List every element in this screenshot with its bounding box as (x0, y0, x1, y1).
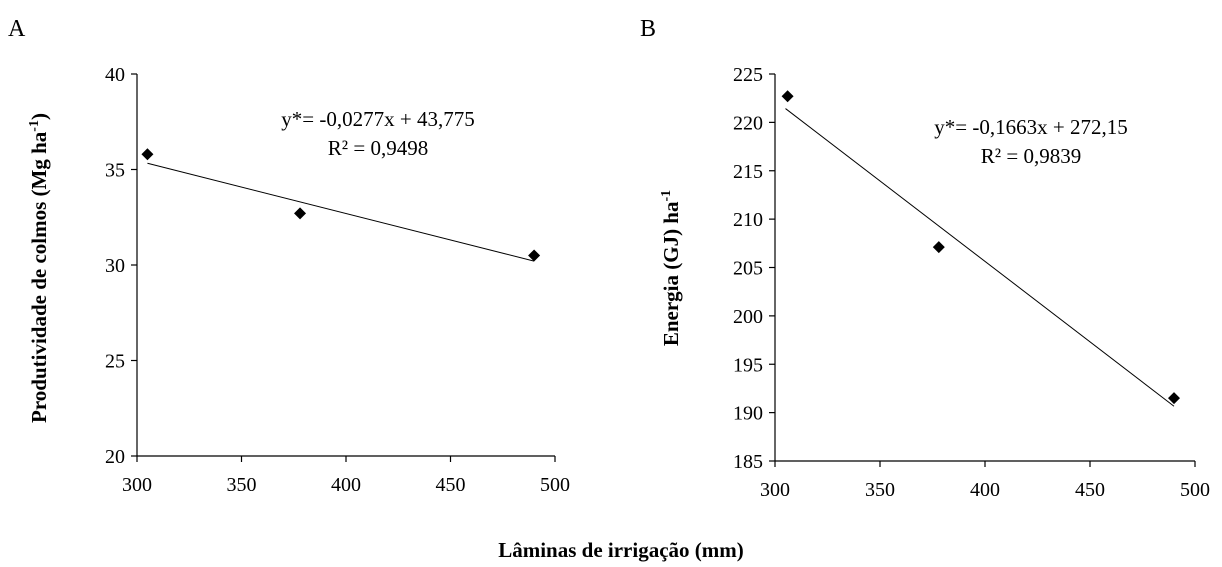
panel-a-data-point (528, 249, 541, 262)
x-axis-label: Lâminas de irrigação (mm) (498, 538, 744, 562)
panel-b-letter: B (640, 16, 656, 42)
panel-a-y-tick-label: 25 (105, 351, 125, 373)
panel-a-x-tick-label: 350 (227, 474, 257, 496)
panel-b-y-tick-label: 220 (733, 112, 763, 134)
panel-a-trendline (147, 162, 535, 262)
panel-b-x-tick-label: 450 (1075, 479, 1105, 501)
panel-b-y-tick-label: 210 (733, 209, 763, 231)
panel-b-y-tick-label: 200 (733, 306, 763, 328)
panel-b: B 185 190 195 200 205 210 215 220 225 300 350 400 4… (640, 16, 1210, 501)
panel-b-data-point (1168, 392, 1180, 405)
panel-a-y-tick-label: 40 (105, 64, 125, 86)
panel-a-x-ticks: 300 350 400 450 500 (122, 456, 570, 496)
panel-b-y-tick-label: 190 (733, 403, 763, 425)
panel-a-r-squared: R² = 0,9498 (328, 136, 428, 160)
panel-b-r-squared: R² = 0,9839 (981, 144, 1081, 168)
panel-b-x-ticks: 300 350 400 450 500 (760, 461, 1210, 501)
panel-b-y-tick-label: 185 (733, 451, 763, 473)
panel-a-x-tick-label: 300 (122, 474, 152, 496)
panel-b-x-tick-label: 500 (1180, 479, 1210, 501)
panel-b-trendline (785, 108, 1175, 407)
panel-a-y-tick-label: 35 (105, 160, 125, 182)
panel-a-equation: y*= -0,0277x + 43,775 (281, 107, 474, 131)
panel-b-y-axis-label: Energia (GJ) ha-1 (659, 190, 683, 346)
panel-a: A 20 25 30 35 40 300 350 400 450 500 y*= -0,0277… (8, 16, 570, 496)
panel-b-y-tick-label: 205 (733, 258, 763, 280)
panel-a-y-axis-label: Produtividade de colmos (Mg ha-1) (27, 113, 51, 423)
panel-a-axes (136, 74, 555, 457)
panel-b-y-tick-label: 215 (733, 161, 763, 183)
panel-a-x-tick-label: 500 (540, 474, 570, 496)
panel-a-y-ticks: 20 25 30 35 40 (105, 64, 137, 468)
panel-a-y-tick-label: 20 (105, 446, 125, 468)
panel-b-x-tick-label: 300 (760, 479, 790, 501)
panel-b-x-tick-label: 350 (865, 479, 895, 501)
panel-a-points (141, 148, 541, 262)
panel-b-x-tick-label: 400 (970, 479, 1000, 501)
panel-b-y-ticks: 185 190 195 200 205 210 215 220 225 (733, 64, 775, 473)
panel-b-data-point (781, 90, 794, 103)
panel-b-y-tick-label: 225 (733, 64, 763, 86)
panel-a-letter: A (8, 16, 26, 42)
panel-a-data-point (141, 148, 154, 161)
panel-a-x-tick-label: 450 (436, 474, 466, 496)
panel-a-data-point (294, 207, 307, 220)
panel-a-x-tick-label: 400 (331, 474, 361, 496)
panel-b-data-point (932, 241, 945, 254)
panel-b-equation: y*= -0,1663x + 272,15 (934, 115, 1127, 139)
panel-b-y-tick-label: 195 (733, 354, 763, 376)
panel-b-points (781, 90, 1180, 405)
panel-a-y-tick-label: 30 (105, 255, 125, 277)
